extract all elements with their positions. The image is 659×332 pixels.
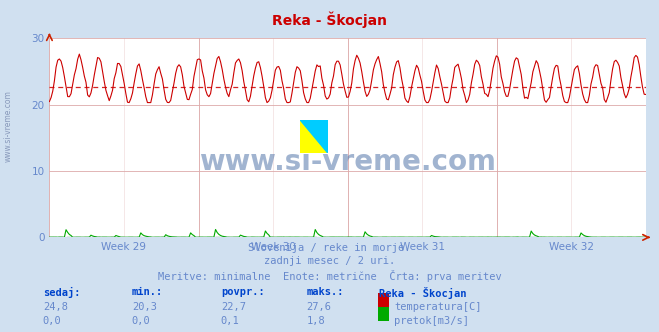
Text: 22,7: 22,7: [221, 302, 246, 312]
Text: 1,8: 1,8: [306, 316, 325, 326]
Text: Reka - Škocjan: Reka - Škocjan: [272, 12, 387, 28]
Text: 20,3: 20,3: [132, 302, 157, 312]
Text: www.si-vreme.com: www.si-vreme.com: [3, 90, 13, 162]
Text: temperatura[C]: temperatura[C]: [394, 302, 482, 312]
Text: pretok[m3/s]: pretok[m3/s]: [394, 316, 469, 326]
Text: Meritve: minimalne  Enote: metrične  Črta: prva meritev: Meritve: minimalne Enote: metrične Črta:…: [158, 270, 501, 282]
Text: 27,6: 27,6: [306, 302, 331, 312]
Polygon shape: [300, 120, 328, 153]
Text: min.:: min.:: [132, 287, 163, 297]
Polygon shape: [300, 120, 328, 153]
Text: Slovenija / reke in morje.: Slovenija / reke in morje.: [248, 243, 411, 253]
Text: sedaj:: sedaj:: [43, 287, 80, 298]
Text: povpr.:: povpr.:: [221, 287, 264, 297]
Text: Reka - Škocjan: Reka - Škocjan: [379, 287, 467, 299]
Text: 0,0: 0,0: [43, 316, 61, 326]
Text: zadnji mesec / 2 uri.: zadnji mesec / 2 uri.: [264, 256, 395, 266]
Text: 0,1: 0,1: [221, 316, 239, 326]
Text: 24,8: 24,8: [43, 302, 68, 312]
Text: maks.:: maks.:: [306, 287, 344, 297]
Text: www.si-vreme.com: www.si-vreme.com: [199, 148, 496, 176]
Text: 0,0: 0,0: [132, 316, 150, 326]
